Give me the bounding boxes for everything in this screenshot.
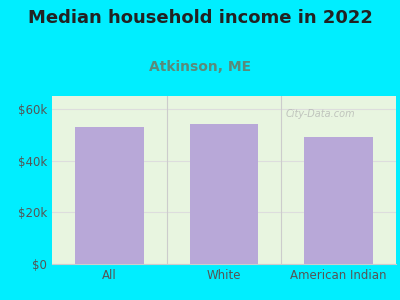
Text: Median household income in 2022: Median household income in 2022 [28, 9, 372, 27]
Bar [190, 124, 258, 264]
Bar [75, 127, 144, 264]
Text: City-Data.com: City-Data.com [286, 110, 356, 119]
Text: Atkinson, ME: Atkinson, ME [149, 60, 251, 74]
Bar [304, 137, 373, 264]
